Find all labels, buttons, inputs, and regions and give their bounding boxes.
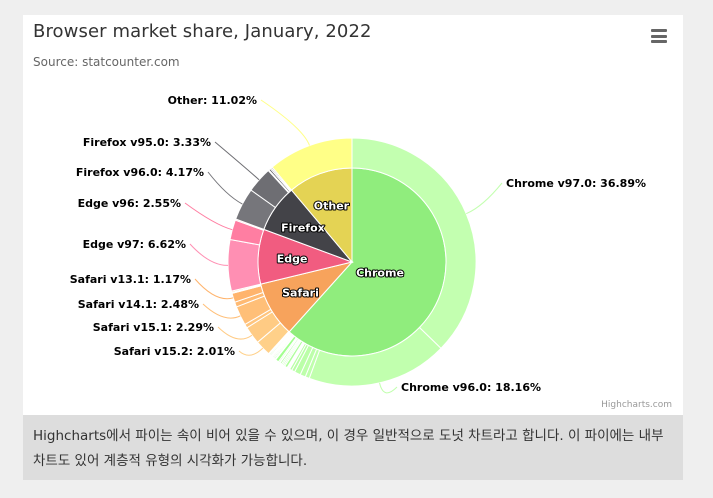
menu-icon[interactable] [651, 29, 667, 43]
connector-line [184, 202, 233, 231]
chart-container: Chrome Safari Edge Firefox Other Chrome v97.0… [23, 15, 683, 415]
outer-label: Chrome v97.0: 36.89% [506, 177, 646, 190]
connector-line [202, 303, 241, 319]
outer-label: Chrome v96.0: 18.16% [401, 381, 541, 394]
inner-label-edge: Edge [277, 252, 308, 265]
chart-subtitle: Source: statcounter.com [33, 55, 180, 69]
outer-label: Safari v15.1: 2.29% [93, 321, 214, 334]
outer-label: Edge v97: 6.62% [83, 238, 186, 251]
outer-label: Firefox v95.0: 3.33% [83, 136, 211, 149]
inner-label-other: Other [314, 200, 350, 213]
outer-slice [227, 238, 262, 292]
connector-line [194, 278, 234, 300]
connector-line [207, 171, 243, 205]
inner-label-firefox: Firefox [281, 221, 325, 234]
outer-label: Safari v15.2: 2.01% [114, 345, 235, 358]
connector-line [260, 99, 310, 146]
connector-line [214, 141, 260, 181]
connector-line [189, 243, 229, 266]
caption-text: Highcharts에서 파이는 속이 비어 있을 수 있으며, 이 경우 일반… [33, 428, 664, 469]
connector-line [217, 326, 253, 340]
outer-label: Safari v13.1: 1.17% [70, 273, 191, 286]
chart-caption: Highcharts에서 파이는 속이 비어 있을 수 있으며, 이 경우 일반… [23, 415, 683, 480]
outer-label: Safari v14.1: 2.48% [78, 298, 199, 311]
connector-line [238, 347, 264, 356]
inner-label-safari: Safari [282, 287, 319, 300]
outer-label: Firefox v96.0: 4.17% [76, 166, 204, 179]
donut-chart: Chrome Safari Edge Firefox Other Chrome v97.0… [70, 94, 646, 394]
credits-link[interactable]: Highcharts.com [601, 400, 672, 410]
outer-slice [271, 137, 353, 191]
outer-label: Other: 11.02% [168, 94, 257, 107]
connector-line [466, 182, 503, 215]
outer-label: Edge v96: 2.55% [78, 197, 181, 210]
inner-label-chrome: Chrome [356, 267, 404, 280]
chart-title: Browser market share, January, 2022 [33, 21, 372, 42]
connector-line [379, 382, 398, 394]
